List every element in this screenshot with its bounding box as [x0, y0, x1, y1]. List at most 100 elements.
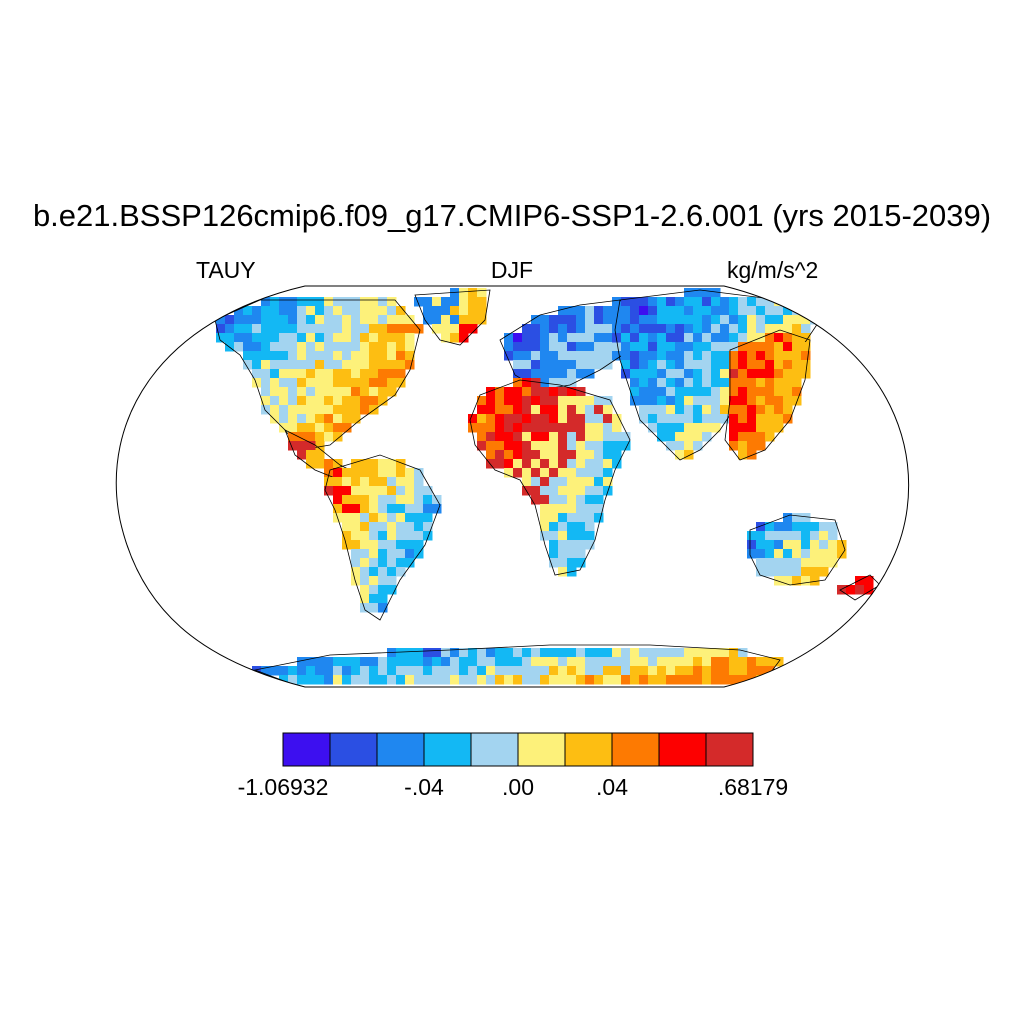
land-cell — [324, 468, 334, 478]
land-cell — [738, 414, 748, 424]
land-cell — [351, 342, 361, 352]
land-cell — [306, 675, 316, 685]
land-cell — [342, 495, 352, 505]
land-cell — [360, 459, 370, 469]
land-cell — [810, 567, 820, 577]
land-cell — [612, 423, 622, 433]
land-cell — [549, 648, 559, 658]
land-cell — [756, 432, 766, 442]
land-cell — [783, 333, 793, 343]
land-cell — [333, 306, 343, 316]
land-cell — [684, 324, 694, 334]
land-cell — [738, 360, 748, 370]
land-cell — [378, 369, 388, 379]
land-cell — [558, 540, 568, 550]
land-cell — [738, 648, 748, 658]
land-cell — [567, 324, 577, 334]
land-cell — [558, 315, 568, 325]
land-cell — [675, 360, 685, 370]
land-cell — [396, 558, 406, 568]
land-cell — [810, 531, 820, 541]
land-cell — [756, 378, 766, 388]
land-cell — [540, 486, 550, 496]
land-cell — [378, 387, 388, 397]
land-cell — [351, 513, 361, 523]
land-cell — [522, 333, 532, 343]
land-cell — [414, 522, 424, 532]
land-cell — [684, 369, 694, 379]
land-cell — [711, 423, 721, 433]
land-cell — [540, 387, 550, 397]
land-cell — [468, 675, 478, 685]
land-cell — [270, 360, 280, 370]
land-cell — [522, 657, 532, 667]
land-cell — [639, 369, 649, 379]
land-cell — [324, 315, 334, 325]
land-cell — [531, 333, 541, 343]
land-cell — [288, 297, 298, 307]
land-cell — [558, 333, 568, 343]
land-cell — [702, 387, 712, 397]
land-cell — [630, 675, 640, 685]
land-cell — [765, 396, 775, 406]
land-cell — [774, 558, 784, 568]
land-cell — [396, 531, 406, 541]
land-cell — [684, 378, 694, 388]
land-cell — [342, 324, 352, 334]
land-cell — [558, 405, 568, 415]
land-cell — [783, 342, 793, 352]
land-cell — [774, 342, 784, 352]
land-cell — [351, 414, 361, 424]
land-cell — [747, 657, 757, 667]
land-cell — [747, 297, 757, 307]
land-cell — [747, 306, 757, 316]
land-cell — [801, 324, 811, 334]
region-new-zealand — [837, 574, 881, 601]
land-cell — [720, 405, 730, 415]
land-cell — [369, 459, 379, 469]
land-cell — [549, 432, 559, 442]
land-cell — [252, 306, 262, 316]
land-cell — [540, 450, 550, 460]
land-cell — [234, 324, 244, 334]
land-cell — [540, 324, 550, 334]
land-cell — [333, 423, 343, 433]
land-cell — [657, 648, 667, 658]
land-cell — [567, 387, 577, 397]
region-europe — [499, 297, 641, 391]
land-cell — [711, 342, 721, 352]
land-cell — [423, 657, 433, 667]
land-cell — [720, 342, 730, 352]
land-cell — [657, 342, 667, 352]
land-cell — [306, 414, 316, 424]
land-cell — [783, 324, 793, 334]
land-cell — [540, 666, 550, 676]
land-cell — [522, 441, 532, 451]
land-cell — [306, 324, 316, 334]
land-cell — [774, 315, 784, 325]
land-cell — [324, 414, 334, 424]
land-cell — [603, 468, 613, 478]
land-cell — [684, 333, 694, 343]
land-cell — [261, 369, 271, 379]
land-cell — [720, 648, 730, 658]
land-cell — [603, 432, 613, 442]
land-cell — [378, 378, 388, 388]
colorbar-tick-label: .68179 — [717, 774, 789, 800]
land-cell — [522, 459, 532, 469]
land-cell — [576, 351, 586, 361]
land-cell — [675, 441, 685, 451]
land-cell — [639, 306, 649, 316]
land-cell — [738, 315, 748, 325]
land-cell — [405, 468, 415, 478]
land-cell — [261, 378, 271, 388]
land-cell — [702, 333, 712, 343]
land-cell — [342, 666, 352, 676]
land-cell — [792, 513, 802, 523]
land-cell — [387, 378, 397, 388]
land-cell — [513, 396, 523, 406]
land-cell — [783, 558, 793, 568]
land-cell — [657, 360, 667, 370]
land-cell — [405, 666, 415, 676]
land-cell — [648, 378, 658, 388]
